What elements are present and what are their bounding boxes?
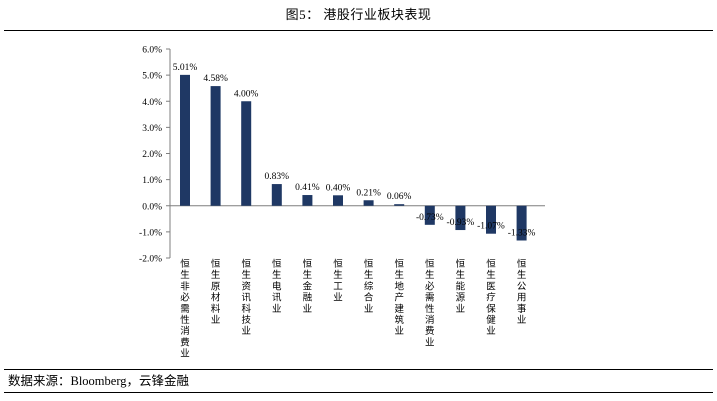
bar <box>271 184 282 206</box>
bar <box>241 101 252 206</box>
x-category-label: 恒生电讯业 <box>272 258 282 315</box>
source-divider <box>4 369 713 370</box>
y-tick-label: -2.0% <box>139 255 162 265</box>
x-category-label: 恒生非必需性消费业 <box>180 258 190 360</box>
bar <box>363 200 374 206</box>
data-label: -1.33% <box>508 228 536 238</box>
x-axis-categories: 恒生非必需性消费业 恒生原材料业 恒生资讯科技业 恒生电讯业 恒生金融业 恒生工业 恒生综合… <box>180 258 527 360</box>
y-tick-label: 2.0% <box>142 150 162 160</box>
data-labels: 5.01% 4.58% 4.00% 0.83% 0.41% 0.40% 0.21% 0.06%… <box>173 63 536 239</box>
data-label: -1.07% <box>477 222 505 232</box>
bar <box>455 205 466 231</box>
x-category-label: 恒生公用事业 <box>517 258 527 326</box>
source-note: 数据来源：Bloomberg，云锋金融 <box>8 374 190 388</box>
y-tick-label: 4.0% <box>142 98 162 108</box>
data-label: 5.01% <box>173 63 198 73</box>
x-category-label: 恒生资讯科技业 <box>241 258 251 337</box>
data-label: 4.00% <box>234 89 259 99</box>
x-category-label: 恒生能源业 <box>456 258 466 315</box>
data-label: 0.06% <box>387 192 412 202</box>
bar <box>210 86 221 206</box>
bar <box>180 74 190 206</box>
x-category-label: 恒生原材料业 <box>211 258 221 326</box>
data-label: -0.93% <box>447 218 475 228</box>
figure-title: 图5： 港股行业板块表现 <box>285 7 432 22</box>
x-category-label: 恒生医疗保健业 <box>486 258 496 337</box>
x-category-label: 恒生工业 <box>333 258 343 304</box>
bar-chart-svg: -2.0% -1.0% 0.0% 1.0% 2.0% 3.0% 4.0% 5.0% 6.0% 5… <box>139 46 545 360</box>
bar <box>302 195 313 206</box>
data-label: 4.58% <box>203 74 228 84</box>
bar <box>516 205 527 241</box>
x-category-label: 恒生综合业 <box>364 258 374 315</box>
bar <box>394 204 405 206</box>
y-tick-label: -1.0% <box>139 228 162 238</box>
bar <box>424 205 435 225</box>
data-label: 0.40% <box>326 183 351 193</box>
data-label: 0.21% <box>356 188 381 198</box>
bars <box>180 74 527 241</box>
y-tick-label: 3.0% <box>142 124 162 134</box>
y-tick-label: 0.0% <box>142 202 162 212</box>
bar <box>486 205 496 234</box>
bar <box>333 195 343 206</box>
data-label: 0.41% <box>295 183 320 193</box>
y-tick-label: 5.0% <box>142 72 162 82</box>
y-tick-label: 6.0% <box>142 46 162 56</box>
x-category-label: 恒生必需性消费业 <box>425 258 435 348</box>
bottom-divider <box>4 392 713 393</box>
x-category-label: 恒生金融业 <box>303 258 313 315</box>
title-divider <box>4 30 713 31</box>
y-tick-label: 1.0% <box>142 176 162 186</box>
data-label: -0.73% <box>416 213 444 223</box>
y-axis: -2.0% -1.0% 0.0% 1.0% 2.0% 3.0% 4.0% 5.0% 6.0% <box>139 46 545 265</box>
data-label: 0.83% <box>265 172 290 182</box>
x-category-label: 恒生地产建筑业 <box>394 258 404 337</box>
bar-chart: -2.0% -1.0% 0.0% 1.0% 2.0% 3.0% 4.0% 5.0% 6.0% 5… <box>0 31 717 367</box>
